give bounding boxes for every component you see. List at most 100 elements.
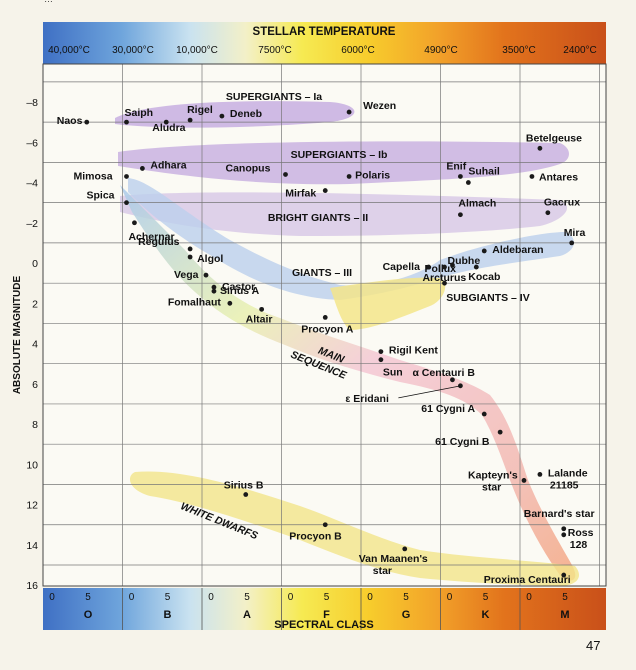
y-tick-label: 16	[26, 580, 38, 592]
y-tick-label: 2	[32, 298, 38, 310]
temperature-label: 30,000°C	[112, 45, 154, 56]
spectral-subclass-tick: 5	[483, 592, 489, 603]
star-fomalhaut: Fomalhaut	[168, 296, 233, 308]
star-label: Pollux	[425, 263, 457, 275]
star-label: Antares	[539, 171, 578, 183]
star-label: Deneb	[230, 108, 262, 120]
star-dot	[561, 572, 567, 578]
spectral-subclass-tick: 5	[324, 592, 330, 603]
star-dot	[322, 522, 328, 528]
region-label-supergiants-ib: SUPERGIANTS – Ib	[291, 149, 388, 161]
temperature-label: 3500°C	[502, 45, 535, 56]
star-dot	[132, 220, 137, 226]
star-label: Mirfak	[285, 188, 316, 200]
region-bands	[115, 101, 580, 586]
star-dot	[481, 248, 487, 254]
star-dot	[322, 188, 328, 193]
star-dot	[187, 117, 193, 123]
star-dot	[163, 119, 169, 125]
star-dot	[84, 119, 90, 125]
star-dot	[227, 300, 233, 306]
region-label-bright-giants: BRIGHT GIANTS – II	[268, 212, 368, 224]
star-dot	[124, 119, 129, 125]
star-dot	[450, 377, 455, 383]
star-antares: Antares	[529, 171, 578, 183]
spectral-class-label: A	[243, 609, 251, 621]
star-dot	[442, 280, 447, 286]
star-label: Gacrux	[544, 197, 580, 209]
spectral-subclass-tick: 5	[85, 592, 91, 603]
star-61-cygni-b: 61 Cygni B	[435, 429, 503, 448]
giants-band	[128, 178, 575, 300]
star-dot	[211, 284, 217, 290]
star-dot	[219, 113, 225, 119]
page-number: 47	[586, 638, 601, 653]
star-adhara: Adhara	[140, 159, 187, 171]
subgiants-band	[330, 277, 446, 330]
star-label: Ross 128	[568, 527, 594, 551]
star-mirfak: Mirfak	[285, 188, 328, 200]
star-achernar: Achernar	[128, 220, 175, 243]
y-tick-label: 6	[32, 379, 38, 391]
star-label: Proxima Centauri	[484, 574, 571, 586]
star-dot	[211, 288, 217, 294]
star-procyon-a: Procyon A	[301, 314, 354, 335]
star-label: Procyon A	[301, 323, 354, 335]
star-label: Algol	[197, 253, 223, 265]
star-rigel: Rigel	[187, 104, 213, 123]
star-label: Rigel	[187, 104, 213, 116]
star-dot	[243, 492, 249, 497]
spectral-class-label: O	[84, 609, 93, 621]
star-label: Naos	[57, 115, 83, 127]
star-betelgeuse: Betelgeuse	[526, 132, 582, 151]
star-dot	[442, 264, 447, 270]
star-dot	[569, 240, 575, 246]
star-dot	[378, 357, 384, 363]
star-dot	[378, 349, 384, 355]
region-label-giants: GIANTS – III	[292, 267, 352, 279]
white-dwarfs-band	[129, 471, 580, 586]
star-label: Fomalhaut	[168, 296, 222, 308]
star-aludra: Aludra	[152, 119, 186, 134]
y-tick-label: 10	[26, 459, 38, 471]
spectral-subclass-tick: 0	[129, 592, 135, 603]
spectral-subclass-tick: 5	[244, 592, 250, 603]
star-label: Spica	[87, 190, 115, 202]
star-arcturus: Arcturus	[422, 262, 466, 284]
spectral-subclass-tick: 0	[288, 592, 294, 603]
star-dubhe: Dubhe	[442, 255, 480, 270]
star-pollux: Pollux	[425, 263, 457, 286]
star-dot	[561, 526, 567, 532]
star-ross-128: Ross 128	[561, 527, 594, 551]
spectral-class-label: B	[164, 609, 172, 621]
star-label: Enif	[446, 160, 466, 172]
star-dot	[545, 210, 551, 216]
star-label: Saiph	[125, 107, 154, 119]
spectral-subclass-tick: 0	[208, 592, 214, 603]
star-dot	[140, 166, 145, 171]
star-label: Barnard's star	[524, 508, 595, 520]
star-regulus: Regulus	[138, 236, 193, 252]
supergiants-ib-band	[118, 141, 569, 185]
star-label: α Centauri B	[412, 367, 475, 379]
star-dot	[537, 145, 543, 151]
spectral-band	[43, 588, 606, 630]
star-polaris: Polaris	[346, 169, 390, 181]
star-aldebaran: Aldebaran	[481, 244, 544, 256]
star-wezen: Wezen	[346, 100, 396, 115]
star-dot	[187, 254, 193, 260]
star-label: Procyon B	[289, 531, 342, 543]
star-dot	[187, 246, 193, 252]
star-dot	[259, 306, 265, 312]
star-61-cygni-a: 61 Cygni A	[421, 403, 487, 417]
bright-giants-band	[120, 192, 568, 236]
star-label: Aludra	[152, 122, 185, 134]
star-dot	[322, 314, 328, 320]
star-label: Capella	[383, 261, 421, 273]
star-label: Vega	[174, 269, 199, 281]
spectral-subclass-tick: 5	[403, 592, 409, 603]
temperature-label: 7500°C	[258, 45, 291, 56]
temperature-label: 2400°C	[563, 45, 596, 56]
star-label: Regulus	[138, 236, 180, 248]
